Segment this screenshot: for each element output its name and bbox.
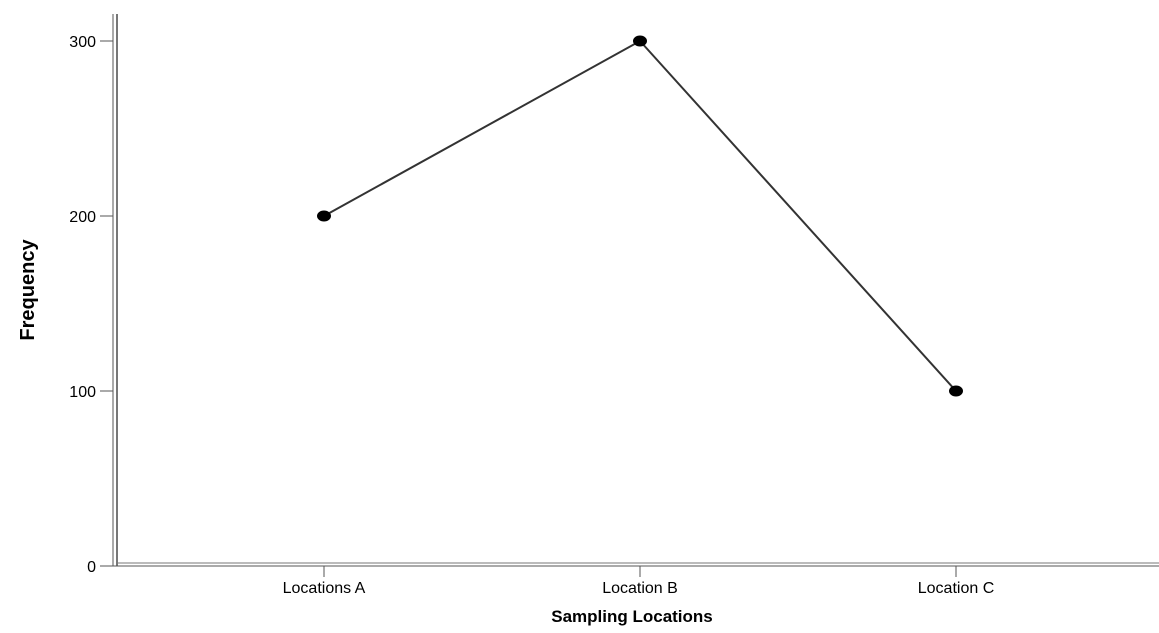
y-axis-title: Frequency <box>17 239 39 341</box>
data-point <box>949 385 963 397</box>
x-axis-ticks: Locations A Location B Location C <box>283 566 995 597</box>
data-point <box>317 210 331 222</box>
data-point <box>633 35 647 47</box>
y-axis-ticks: 0 100 200 300 <box>69 34 113 576</box>
series-layer <box>317 35 963 397</box>
series-line <box>323 40 957 392</box>
x-tick-label: Locations A <box>283 580 366 597</box>
x-axis-title: Sampling Locations <box>551 607 713 626</box>
y-tick-label: 0 <box>87 559 96 576</box>
y-tick-label: 300 <box>69 34 96 51</box>
y-tick-label: 100 <box>69 384 96 401</box>
x-tick-label: Location C <box>918 580 995 597</box>
y-tick-label: 200 <box>69 209 96 226</box>
x-tick-label: Location B <box>602 580 678 597</box>
